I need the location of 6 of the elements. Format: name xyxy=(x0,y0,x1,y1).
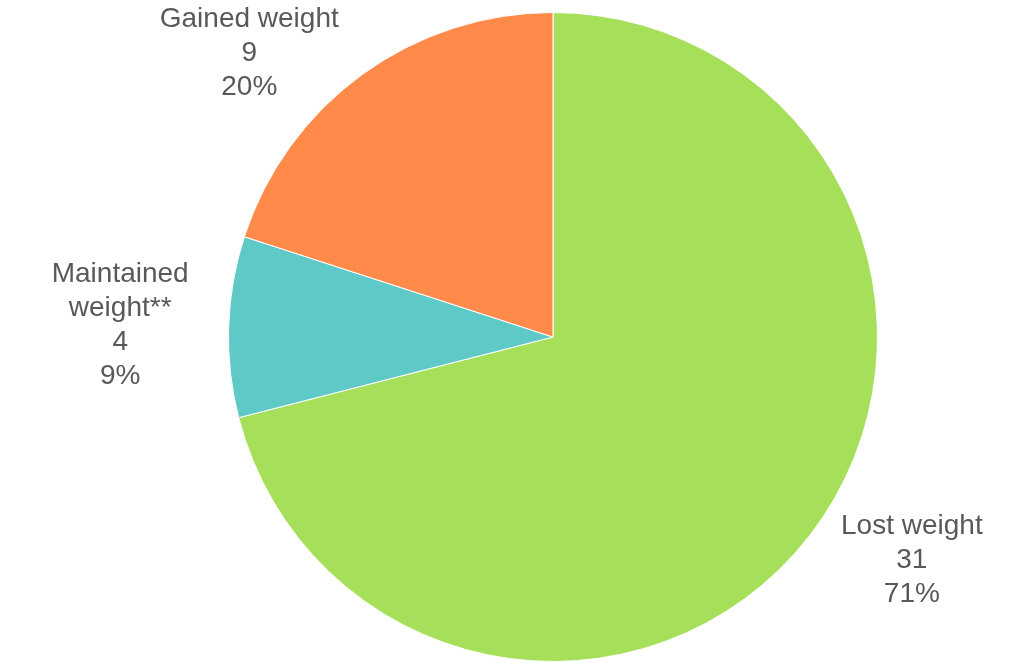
data-label: 9 20% xyxy=(221,35,278,101)
data-label: 4 9% xyxy=(99,325,141,391)
slice-label: Lost weight xyxy=(841,509,983,541)
data-label: 31 71% xyxy=(883,543,940,609)
slice-label: Gained weight xyxy=(159,1,339,33)
slice-label: Maintained weight** xyxy=(51,257,189,323)
